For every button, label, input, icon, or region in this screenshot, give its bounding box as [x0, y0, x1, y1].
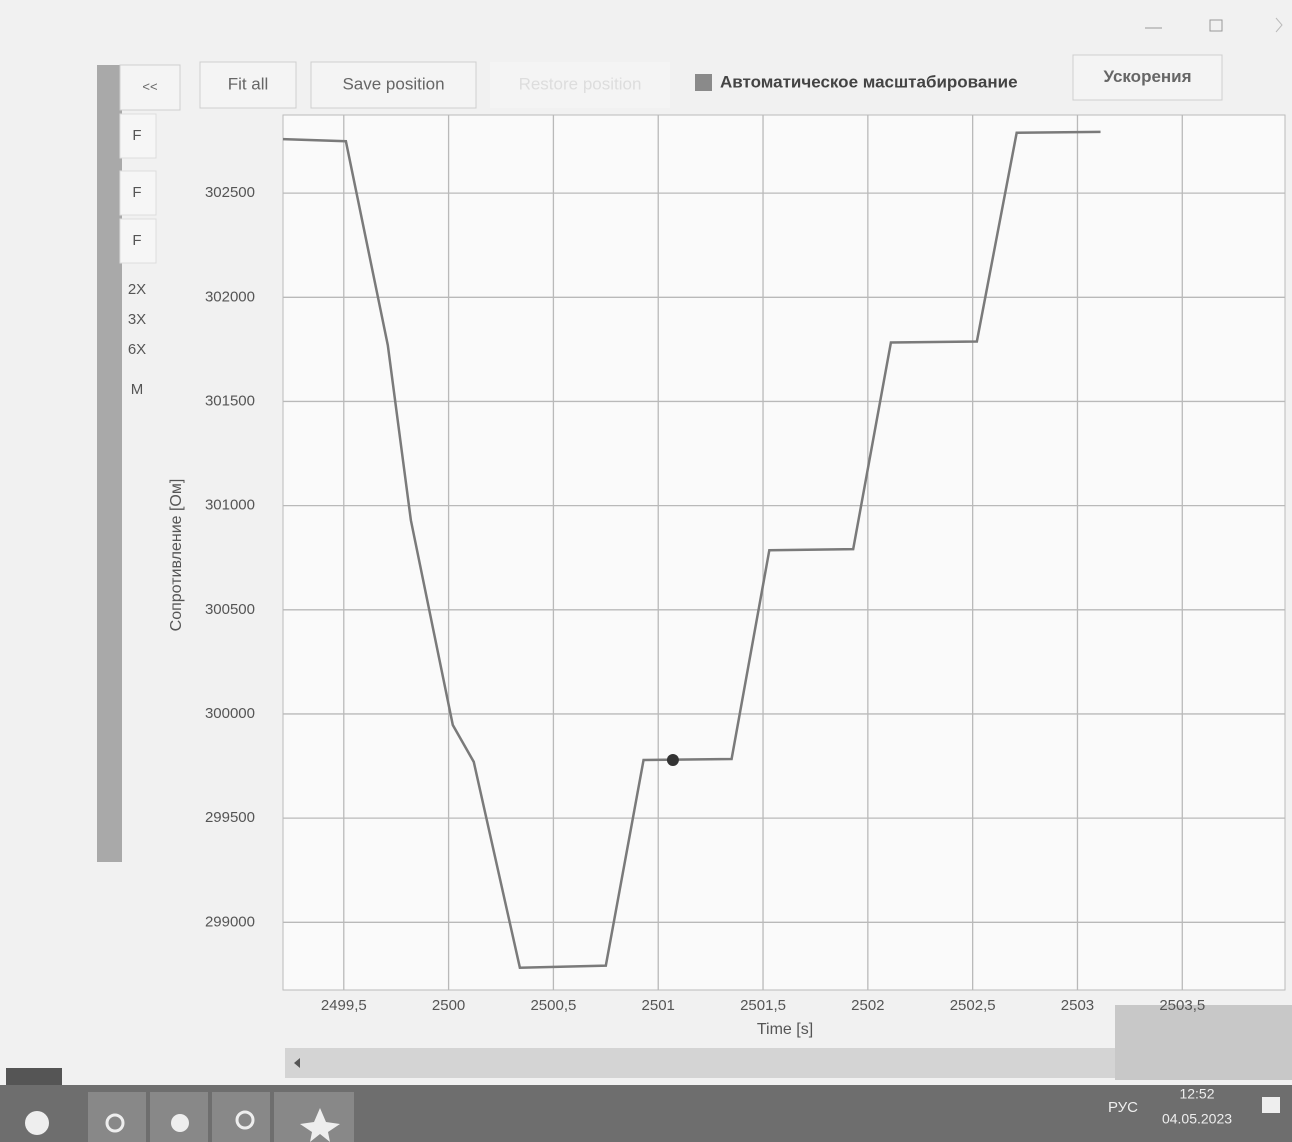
toolbar-button-label[interactable]: Ускорения: [1103, 67, 1191, 86]
x-tick-label: 2503,5: [1159, 997, 1205, 1014]
y-tick-label: 299000: [205, 913, 255, 930]
checkbox-label[interactable]: Автоматическое масштабирование: [720, 72, 1018, 91]
x-tick-label: 2501,5: [740, 997, 786, 1014]
toolbar-button-label[interactable]: Restore position: [519, 74, 642, 93]
x-tick-label: 2500,5: [530, 997, 576, 1014]
y-axis-label: Сопротивление [Ом]: [168, 479, 185, 632]
cursor-point: [667, 754, 679, 766]
y-tick-label: 301500: [205, 392, 255, 409]
x-tick-label: 2501: [642, 997, 675, 1014]
language-indicator: РУС: [1108, 1099, 1138, 1116]
screen: << Fit all Save position Restore position Ус…: [0, 0, 1292, 1142]
status-block: [6, 1068, 62, 1086]
clock-time: 12:52: [1179, 1086, 1214, 1102]
toolbar-button-label[interactable]: Save position: [342, 74, 444, 93]
x-tick-label: 2499,5: [321, 997, 367, 1014]
y-tick-label: 301000: [205, 497, 255, 514]
side-button-label[interactable]: F: [132, 184, 141, 201]
x-axis-label: Time [s]: [757, 1021, 813, 1038]
y-tick-label: 299500: [205, 809, 255, 826]
x-tick-label: 2500: [432, 997, 465, 1014]
y-tick-label: 302000: [205, 288, 255, 305]
notification-icon[interactable]: [1262, 1097, 1280, 1113]
start-icon[interactable]: [25, 1111, 49, 1135]
side-button-label[interactable]: 6X: [128, 341, 146, 358]
side-button-label[interactable]: 2X: [128, 281, 146, 298]
task-app[interactable]: [212, 1092, 270, 1142]
toolbar-button-label[interactable]: Fit all: [228, 74, 269, 93]
x-tick-label: 2502: [851, 997, 884, 1014]
side-button-label[interactable]: 3X: [128, 311, 146, 328]
side-button-label[interactable]: F: [132, 127, 141, 144]
clock-date: 04.05.2023: [1162, 1111, 1232, 1127]
y-tick-label: 302500: [205, 184, 255, 201]
checkbox[interactable]: [695, 74, 712, 91]
left-scrollbar[interactable]: [97, 65, 122, 862]
app-icon: [171, 1114, 189, 1132]
popup: [1115, 1005, 1292, 1080]
x-tick-label: 2503: [1061, 997, 1094, 1014]
side-button-label[interactable]: M: [131, 381, 144, 398]
task-app[interactable]: [88, 1092, 146, 1142]
toolbar-button-label[interactable]: <<: [142, 79, 157, 94]
y-tick-label: 300500: [205, 601, 255, 618]
plot-area: [283, 115, 1285, 990]
y-tick-label: 300000: [205, 705, 255, 722]
x-tick-label: 2502,5: [950, 997, 996, 1014]
side-button-label[interactable]: F: [132, 232, 141, 249]
